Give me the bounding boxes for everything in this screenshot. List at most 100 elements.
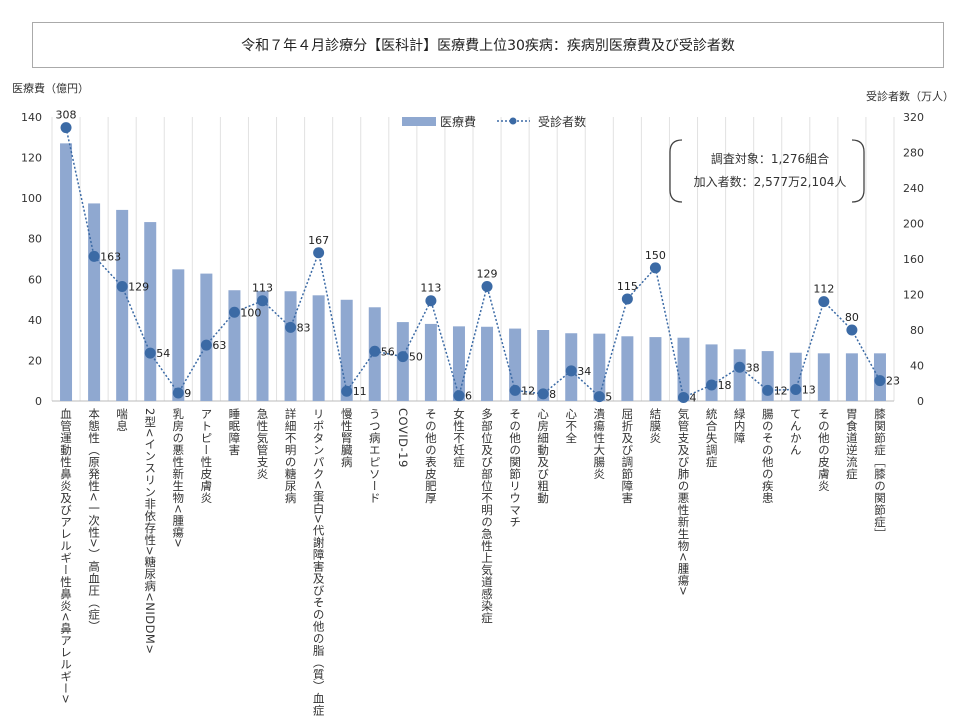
data-label: 12 bbox=[521, 384, 535, 397]
line-point bbox=[818, 296, 830, 308]
line-point bbox=[397, 351, 409, 363]
data-label: 6 bbox=[465, 390, 472, 403]
bar bbox=[649, 337, 662, 401]
category-label: 屈折及び調節障害 bbox=[620, 408, 635, 504]
line-point bbox=[228, 306, 240, 318]
bar bbox=[312, 295, 325, 401]
left-bracket bbox=[669, 139, 683, 203]
category-label: てんかん bbox=[788, 408, 803, 456]
legend-bar-swatch bbox=[402, 117, 436, 126]
data-label: 9 bbox=[184, 387, 191, 400]
data-label: 34 bbox=[577, 365, 591, 378]
right-tick-label: 280 bbox=[903, 147, 924, 160]
line-point bbox=[285, 321, 297, 333]
left-tick-label: 120 bbox=[21, 152, 42, 165]
right-tick-label: 40 bbox=[910, 360, 924, 373]
right-tick-label: 0 bbox=[917, 395, 924, 408]
category-label: うつ病エピソード bbox=[367, 408, 382, 504]
line-point bbox=[313, 247, 325, 259]
bar bbox=[481, 326, 494, 401]
bar bbox=[144, 222, 157, 401]
right-tick-label: 160 bbox=[903, 253, 924, 266]
line-point bbox=[790, 383, 802, 395]
bar bbox=[817, 353, 830, 401]
line-point bbox=[593, 391, 605, 403]
bar bbox=[452, 326, 465, 401]
category-label: 統合失調症 bbox=[704, 408, 719, 468]
bar bbox=[172, 269, 185, 401]
line-point bbox=[453, 390, 465, 402]
line-point bbox=[678, 391, 689, 403]
line-point bbox=[621, 293, 633, 305]
line-point bbox=[116, 281, 128, 293]
line-point bbox=[172, 387, 184, 399]
category-label: アトピー性皮膚炎 bbox=[199, 408, 214, 504]
data-label: 115 bbox=[617, 280, 638, 293]
line-point bbox=[706, 379, 718, 391]
right-tick-label: 80 bbox=[910, 324, 924, 337]
category-label: 2型<インスリン非依存性>糖尿病<NIDDM> bbox=[143, 408, 158, 655]
bar bbox=[537, 330, 550, 401]
category-label: リポタンパク<蛋白>代謝障害及びその他の脂（質）血症 bbox=[311, 408, 326, 717]
data-label: 308 bbox=[56, 109, 77, 122]
line-series bbox=[65, 127, 881, 399]
data-label: 11 bbox=[353, 385, 367, 398]
right-axis-title: 受診者数（万人） bbox=[866, 90, 954, 103]
line-point bbox=[846, 324, 858, 336]
line-point bbox=[200, 339, 212, 351]
bar bbox=[677, 337, 690, 401]
category-label: COVID-19 bbox=[395, 408, 410, 468]
bar bbox=[733, 349, 746, 401]
category-label: 緑内障 bbox=[732, 408, 747, 444]
line-point bbox=[341, 385, 353, 397]
bar bbox=[60, 143, 73, 401]
bar bbox=[509, 328, 522, 401]
category-label: 詳細不明の糖尿病 bbox=[283, 408, 298, 504]
line-point bbox=[60, 122, 72, 134]
legend-label-cost: 医療費 bbox=[440, 114, 476, 129]
category-label: 喘息 bbox=[115, 408, 130, 432]
category-label: その他の関節リウマチ bbox=[508, 408, 523, 528]
line-point bbox=[565, 365, 577, 377]
left-tick-label: 0 bbox=[35, 395, 42, 408]
data-label: 113 bbox=[420, 282, 441, 295]
data-label: 163 bbox=[100, 250, 121, 263]
left-tick-label: 20 bbox=[28, 354, 42, 367]
line-point bbox=[369, 345, 381, 357]
bar bbox=[88, 203, 101, 401]
right-bracket bbox=[851, 139, 865, 203]
right-tick-label: 320 bbox=[903, 111, 924, 124]
category-label: 多部位及び部位不明の急性上気道感染症 bbox=[480, 408, 495, 624]
line-point bbox=[425, 295, 437, 307]
category-label: 心不全 bbox=[564, 408, 579, 444]
bar bbox=[845, 353, 858, 401]
right-tick-label: 240 bbox=[903, 182, 924, 195]
data-label: 13 bbox=[802, 383, 816, 396]
legend-label-patients: 受診者数 bbox=[538, 114, 586, 129]
data-label: 4 bbox=[690, 391, 697, 404]
legend-marker bbox=[509, 117, 517, 125]
data-label: 56 bbox=[381, 345, 395, 358]
bar bbox=[200, 273, 213, 401]
category-label: 腸のその他の疾患 bbox=[760, 408, 775, 504]
data-label: 150 bbox=[645, 249, 666, 262]
bar bbox=[284, 291, 297, 401]
data-label: 80 bbox=[845, 311, 859, 324]
category-label: その他の皮膚炎 bbox=[816, 408, 831, 492]
annotation: 調査対象：1,276組合 加入者数：2,577万2,104人 bbox=[680, 148, 860, 194]
bar bbox=[256, 291, 269, 401]
left-tick-label: 140 bbox=[21, 111, 42, 124]
bar bbox=[228, 290, 241, 401]
line-point bbox=[734, 361, 746, 373]
category-label: 結膜炎 bbox=[648, 408, 663, 444]
data-label: 50 bbox=[409, 351, 423, 364]
data-label: 129 bbox=[128, 281, 149, 294]
category-label: 急性気管支炎 bbox=[255, 408, 270, 480]
category-label: 本態性（原発性<一次性>）高血圧（症） bbox=[87, 408, 102, 633]
data-label: 18 bbox=[718, 379, 732, 392]
annotation-line-2: 加入者数：2,577万2,104人 bbox=[693, 175, 847, 189]
line-point bbox=[509, 384, 521, 396]
line-point bbox=[874, 375, 886, 387]
left-tick-label: 40 bbox=[28, 314, 42, 327]
